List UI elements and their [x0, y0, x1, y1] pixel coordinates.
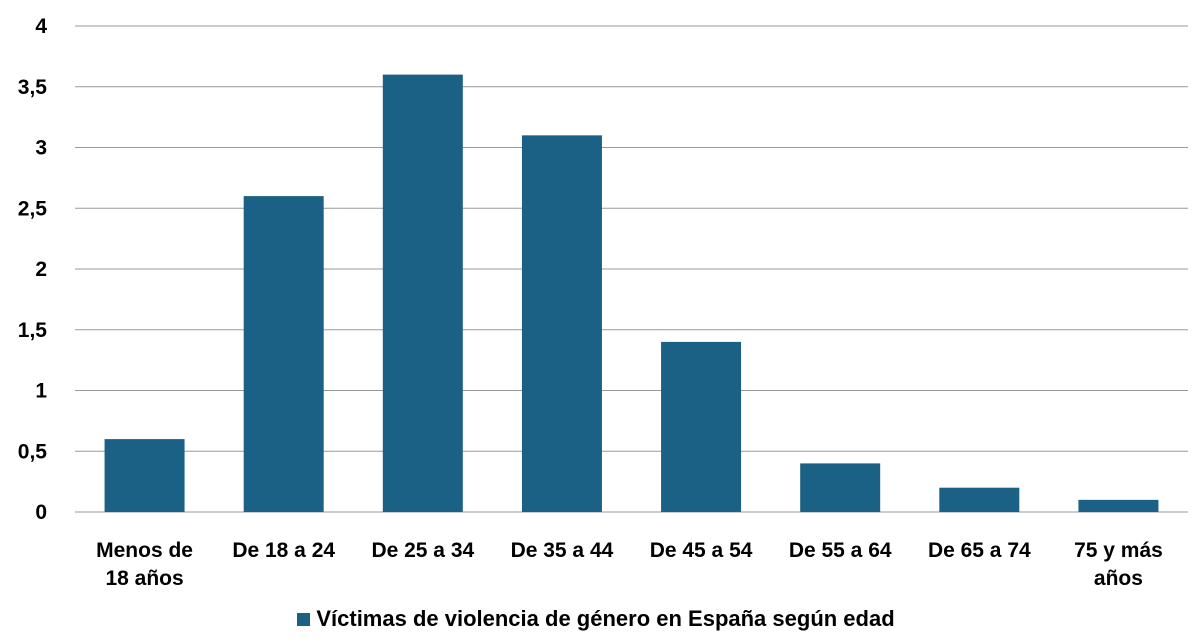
- gridlines: [75, 25, 1188, 513]
- bar: [800, 463, 881, 512]
- x-category-label: De 18 a 24: [232, 539, 335, 562]
- x-category-label: De 25 a 34: [371, 539, 474, 562]
- x-category-label: Menos de 18 años: [96, 539, 193, 590]
- x-category-label: De 65 a 74: [928, 539, 1031, 562]
- bar: [1078, 499, 1159, 512]
- y-tick-label: 3: [35, 137, 47, 160]
- bar: [382, 74, 463, 512]
- y-tick-label: 0,5: [18, 440, 48, 463]
- y-tick-label: 1,5: [18, 319, 48, 342]
- bar: [939, 487, 1020, 512]
- y-tick-label: 1: [35, 380, 47, 403]
- y-axis-ticks: 0 0,5 1 1,5 2 2,5 3 3,5 4: [18, 15, 48, 524]
- x-axis-categories: Menos de 18 años De 18 a 24 De 25 a 34 De 35…: [96, 539, 1163, 590]
- bar: [104, 439, 185, 512]
- legend: Víctimas de violencia de género en Españ…: [0, 606, 1192, 632]
- bar: [243, 196, 324, 512]
- y-tick-label: 3,5: [18, 76, 48, 99]
- x-category-label: De 45 a 54: [650, 539, 753, 562]
- x-category-label: De 35 a 44: [511, 539, 614, 562]
- bars: [104, 74, 1159, 512]
- y-tick-label: 0: [35, 501, 47, 524]
- x-category-label: 75 y más años: [1074, 539, 1163, 590]
- legend-label: Víctimas de violencia de género en Españ…: [316, 606, 895, 631]
- x-category-label: De 55 a 64: [789, 539, 892, 562]
- legend-swatch: [297, 612, 311, 626]
- y-tick-label: 2,5: [18, 197, 48, 220]
- y-tick-label: 4: [35, 15, 47, 38]
- bar: [661, 341, 742, 512]
- y-tick-label: 2: [35, 258, 47, 281]
- bar: [521, 135, 602, 512]
